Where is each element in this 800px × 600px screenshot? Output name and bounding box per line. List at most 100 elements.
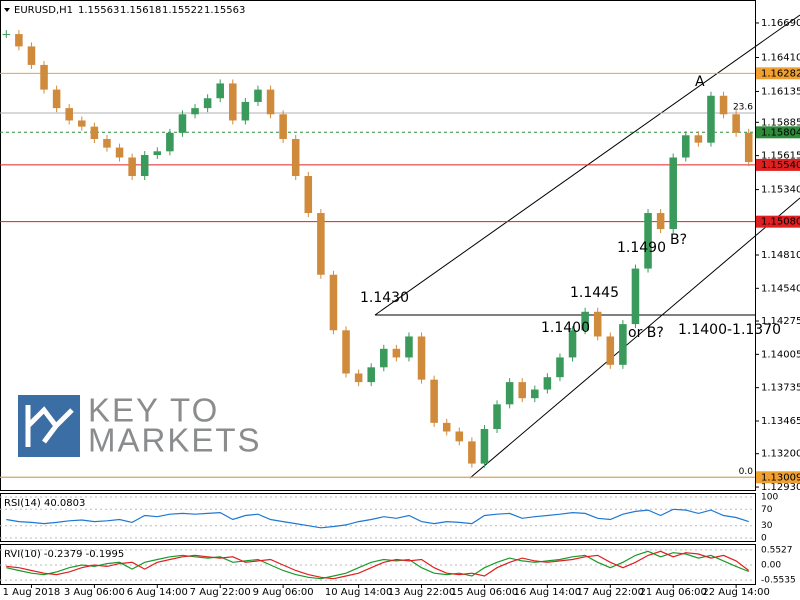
candle-body (669, 157, 677, 230)
price-tag (756, 126, 800, 139)
x-tick-label: 7 Aug 22:00 (190, 587, 251, 598)
annotation: 1.1490 (617, 240, 666, 256)
x-tick-label: 10 Aug 14:00 (325, 587, 392, 598)
price-tag-label: 1.15804 (761, 127, 800, 138)
candle-body (556, 357, 564, 378)
price-tag (756, 67, 800, 80)
rvi-line (6, 550, 750, 580)
candle-body (128, 157, 136, 177)
rsi-title: RSI(14) 40.0803 (4, 498, 85, 509)
candle-body (216, 83, 224, 99)
candle-body (27, 46, 36, 65)
candle-body (505, 382, 514, 405)
y-tick-label: 1.14275 (761, 316, 800, 327)
fib-label: 0.0 (739, 467, 754, 477)
x-tick-label: 3 Aug 06:00 (64, 587, 125, 598)
annotation: 1.1430 (360, 290, 409, 306)
logo-mark (25, 405, 74, 447)
candle-body (229, 83, 237, 121)
candle-body (656, 213, 665, 230)
candle-body (329, 274, 338, 331)
candle-body (354, 373, 363, 383)
x-tick-label: 17 Aug 22:00 (577, 587, 644, 598)
y-tick-label: 1.14540 (761, 283, 800, 294)
candle-body (241, 101, 250, 121)
candle-body (480, 429, 489, 464)
candle-body (442, 422, 451, 432)
candle-body (115, 147, 124, 158)
candle-body (417, 336, 426, 380)
price-tag-label: 1.15080 (761, 217, 800, 228)
y-tick-label: 1.13465 (761, 416, 800, 427)
logo: KEY TO MARKETS (18, 392, 262, 459)
y-tick-label: 1.12930 (761, 482, 800, 493)
candle-body (78, 120, 86, 127)
candle-body (430, 379, 438, 423)
candle-body (15, 34, 23, 47)
candle-body (178, 114, 187, 133)
y-tick-label: 1.14810 (761, 250, 800, 261)
rvi-line (6, 550, 749, 580)
y-tick-label: 0 (761, 534, 767, 544)
ohlc-value: 1.15563 (204, 5, 245, 16)
candle-body (317, 213, 325, 275)
candle-body (52, 89, 61, 109)
annotation: B? (670, 232, 687, 248)
price-tag-label: 1.13009 (761, 472, 800, 483)
candle-body (707, 95, 715, 143)
y-tick-label: 1.13200 (761, 449, 800, 460)
candle-body (543, 377, 552, 390)
candle-body (719, 95, 728, 115)
y-tick-label: 0.00 (761, 561, 781, 571)
y-tick-label: 1.16135 (761, 86, 800, 97)
price-tag (756, 215, 800, 228)
candle-body (493, 404, 501, 430)
candle-body (191, 108, 199, 115)
candle-body (606, 336, 615, 365)
symbol: EURUSD,H1 (14, 5, 73, 16)
price-tag (756, 471, 800, 484)
fib-label: 23.6 (733, 103, 753, 113)
candle-body (732, 114, 740, 133)
candle-body (203, 98, 212, 109)
annotation: or B? (628, 325, 664, 341)
candle-body (342, 330, 350, 374)
candle-body (518, 382, 526, 399)
y-tick-label: 1.15340 (761, 185, 800, 196)
candle-body (744, 132, 753, 163)
y-tick-label: 1.14005 (761, 349, 800, 360)
x-tick-label: 16 Aug 14:00 (514, 587, 581, 598)
candle-body (166, 132, 174, 152)
annotation: 1.1400-1.1370 (678, 322, 781, 338)
annotation: 1.1400 (541, 320, 590, 336)
rsi-frame (0, 493, 756, 542)
price-tag-label: 1.15540 (761, 160, 800, 171)
ohlc-value: 1.15522 (162, 5, 203, 16)
y-tick-label: 1.16690 (761, 18, 800, 29)
candle-body (153, 151, 162, 156)
x-tick-label: 15 Aug 06:00 (451, 587, 518, 598)
candle-body (40, 64, 48, 90)
candle-body (405, 336, 413, 358)
candle-body (266, 89, 275, 115)
candle-body (291, 138, 300, 177)
candle-body (455, 431, 464, 442)
candle-body (581, 311, 589, 331)
x-tick-label: 22 Aug 14:00 (702, 587, 769, 598)
candle-body (103, 138, 111, 148)
candle-body (2, 34, 11, 36)
candle-body (304, 176, 313, 214)
rvi-title: RVI(10) -0.2379 -0.1995 (4, 549, 124, 560)
annotation: 1.1445 (570, 285, 619, 301)
logo-text: KEY TO (88, 392, 219, 429)
x-tick-label: 21 Aug 06:00 (639, 587, 706, 598)
y-tick-label: 1.13735 (761, 383, 800, 394)
candle-body (380, 348, 388, 368)
lower-trendline (469, 197, 800, 479)
y-tick-label: 70 (761, 505, 773, 515)
candle-body (682, 135, 690, 158)
candle-body (279, 114, 287, 139)
candle-body (619, 324, 627, 365)
logo-text: MARKETS (88, 422, 262, 459)
